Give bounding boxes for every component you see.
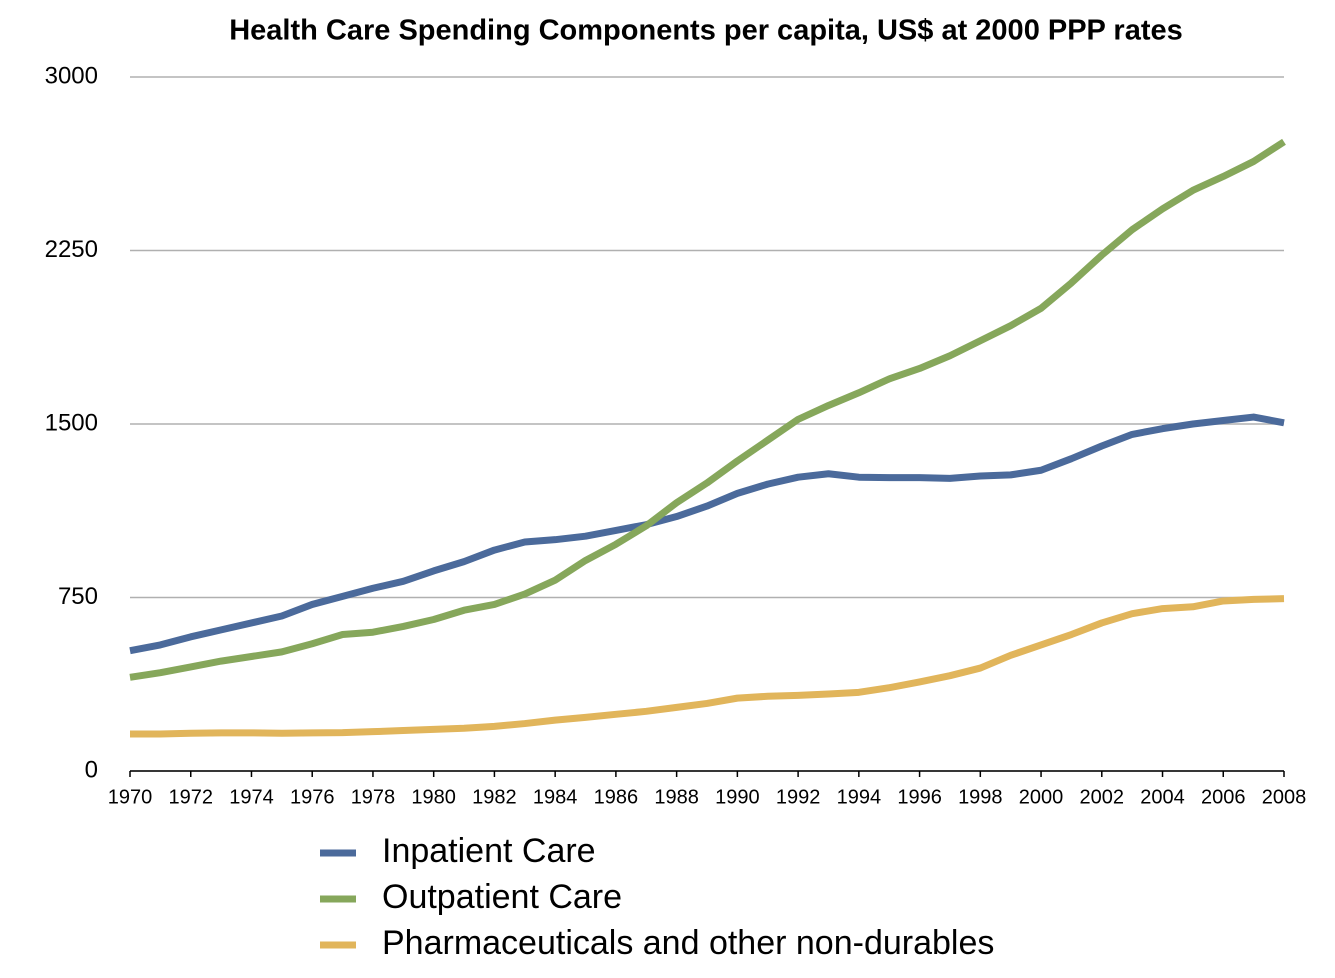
x-tick-label: 1980 <box>411 786 456 808</box>
x-tick-label: 1982 <box>472 786 517 808</box>
x-tick-label: 1974 <box>229 786 274 808</box>
legend-label: Outpatient Care <box>382 878 622 916</box>
y-tick-label: 2250 <box>45 236 98 263</box>
x-tick-label: 1988 <box>654 786 699 808</box>
series-line <box>129 413 1285 655</box>
x-tick-label: 2004 <box>1140 786 1185 808</box>
x-tick-label: 2002 <box>1080 786 1125 808</box>
x-tick-label: 1986 <box>594 786 639 808</box>
x-tick-label: 1978 <box>351 786 396 808</box>
y-tick-label: 3000 <box>45 62 98 89</box>
series-line <box>129 138 1286 681</box>
y-tick-label: 0 <box>85 756 98 783</box>
x-tick-label: 1984 <box>533 786 578 808</box>
x-tick-label: 1996 <box>897 786 942 808</box>
x-tick-label: 2008 <box>1262 786 1307 808</box>
x-tick-label: 1976 <box>290 786 335 808</box>
legend-label: Inpatient Care <box>382 832 596 870</box>
x-tick-label: 2006 <box>1201 786 1246 808</box>
x-tick-label: 1992 <box>776 786 821 808</box>
x-tick-label: 1998 <box>958 786 1003 808</box>
y-tick-label: 750 <box>58 583 98 610</box>
x-tick-label: 1994 <box>837 786 882 808</box>
x-tick-label: 1990 <box>715 786 760 808</box>
x-tick-label: 1970 <box>108 786 153 808</box>
y-tick-label: 1500 <box>45 409 98 436</box>
x-tick-label: 2000 <box>1019 786 1064 808</box>
x-tick-label: 1972 <box>168 786 213 808</box>
series-line <box>130 595 1285 738</box>
chart-title: Health Care Spending Components per capi… <box>229 15 1183 47</box>
legend-label: Pharmaceuticals and other non-durables <box>382 924 994 962</box>
